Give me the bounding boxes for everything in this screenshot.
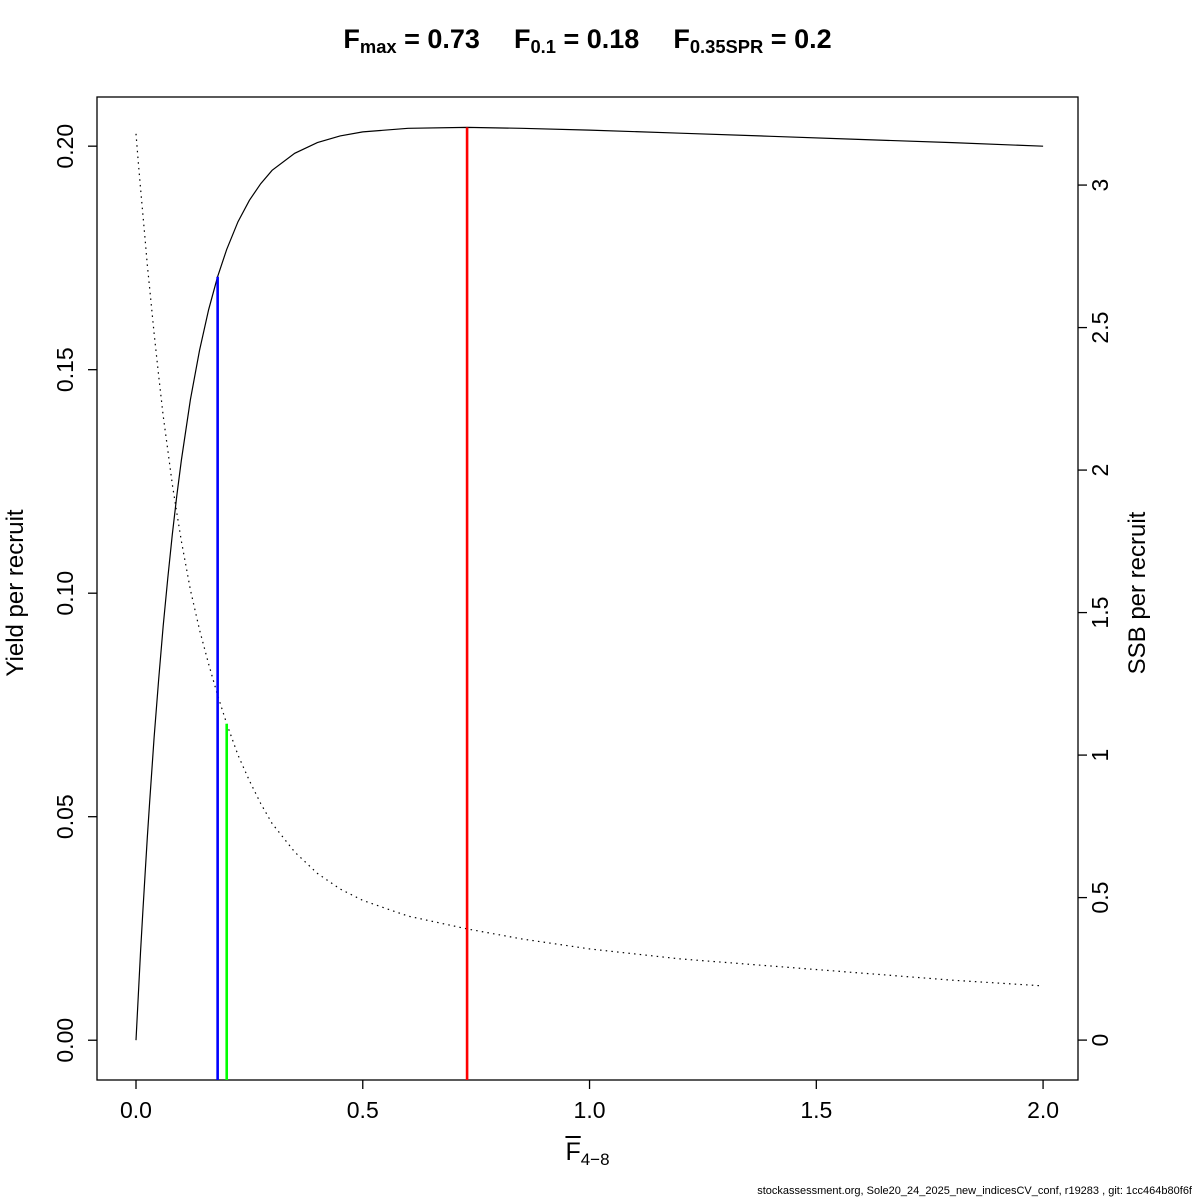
- yield-curve: [135, 126, 1044, 1041]
- y-right-tick-label: 2.5: [1087, 312, 1113, 344]
- x-axis-label: F4−8: [97, 1138, 1078, 1170]
- x-tick-label: 1.0: [574, 1097, 606, 1123]
- f035spr-value: = 0.2: [763, 24, 832, 54]
- x-tick-label: 2.0: [1027, 1097, 1059, 1123]
- ssb-curve: [135, 133, 1044, 987]
- fmax-value: = 0.73: [396, 24, 480, 54]
- x-tick-label: 0.0: [120, 1097, 152, 1123]
- y-right-tick-label: 3: [1087, 179, 1113, 192]
- f035spr-subscript: 0.35SPR: [689, 36, 764, 58]
- fmax-symbol: F: [343, 24, 360, 54]
- y-right-tick-label: 1.5: [1087, 597, 1113, 629]
- ref-point-f035spr: F0.35SPR = 0.2: [673, 24, 831, 58]
- y-right-tick-label: 0: [1087, 1034, 1113, 1047]
- x-tick-label: 0.5: [347, 1097, 379, 1123]
- footer-credit: stockassessment.org, Sole20_24_2025_new_…: [757, 1185, 1192, 1197]
- f01-symbol: F: [513, 24, 531, 54]
- chart-title: Fmax = 0.73 F0.1 = 0.18 F0.35SPR = 0.2: [97, 24, 1078, 58]
- y-right-tick-label: 0.5: [1087, 882, 1113, 914]
- y-right-tick-label: 1: [1087, 749, 1113, 762]
- f01-subscript: 0.1: [530, 36, 556, 58]
- y-left-tick-label: 0.15: [52, 347, 78, 392]
- y-left-tick-label: 0.00: [52, 1018, 78, 1063]
- f035spr-symbol: F: [673, 24, 690, 54]
- y-left-tick-label: 0.20: [52, 124, 78, 169]
- fbar-subscript: 4−8: [580, 1149, 610, 1169]
- ref-point-f01: F0.1 = 0.18: [514, 24, 639, 58]
- y-left-tick-label: 0.10: [52, 571, 78, 616]
- y-right-tick-label: 2: [1087, 464, 1113, 477]
- y-left-tick-label: 0.05: [52, 794, 78, 839]
- plot-box: [96, 96, 1079, 1081]
- y-right-axis-label: SSB per recruit: [1124, 511, 1151, 675]
- ref-point-fmax: Fmax = 0.73: [343, 24, 480, 58]
- fbar-symbol: F: [565, 1138, 581, 1166]
- y-left-axis-label: Yield per recruit: [2, 509, 29, 677]
- x-tick-label: 1.5: [800, 1097, 832, 1123]
- fmax-subscript: max: [359, 36, 397, 58]
- f01-value: = 0.18: [555, 24, 640, 54]
